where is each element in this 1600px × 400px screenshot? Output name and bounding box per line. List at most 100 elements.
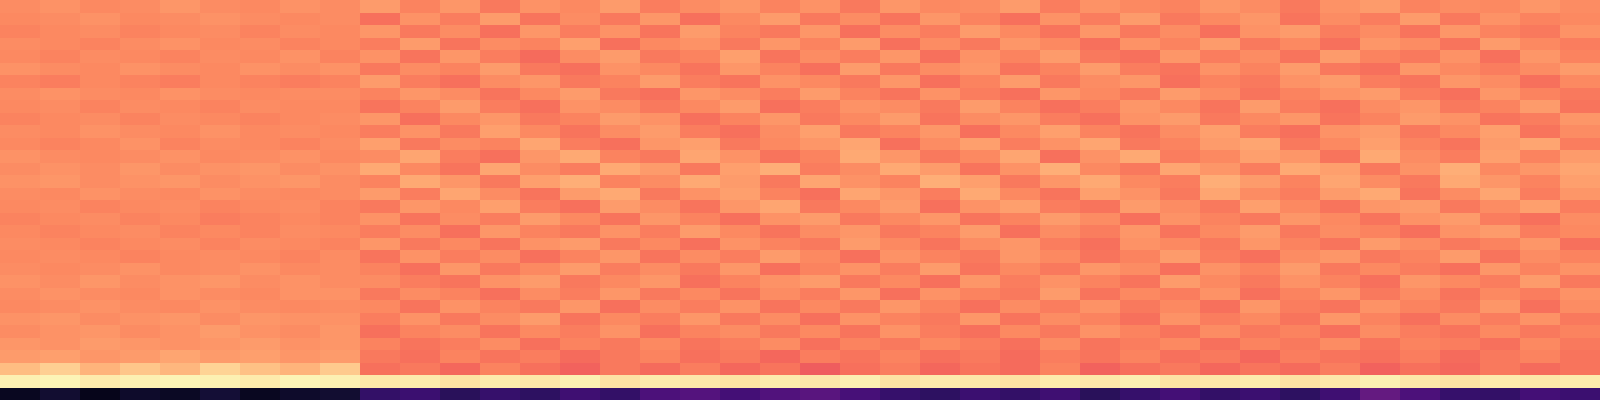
heatmap-cell (920, 163, 961, 176)
heatmap-cell (640, 275, 681, 288)
heatmap-cell (1360, 150, 1401, 163)
heatmap-cell (520, 188, 561, 201)
heatmap-cell (1400, 263, 1441, 276)
heatmap-cell (1400, 250, 1441, 263)
heatmap-cell (1440, 50, 1481, 63)
heatmap-cell (0, 138, 41, 151)
heatmap-cell (360, 338, 401, 351)
heatmap-cell (40, 150, 81, 163)
heatmap-cell (920, 325, 961, 338)
heatmap-cell (840, 163, 881, 176)
heatmap-cell (80, 113, 121, 126)
heatmap-cell (1080, 250, 1121, 263)
heatmap-cell (920, 350, 961, 363)
heatmap-cell (240, 13, 281, 26)
heatmap-cell (200, 375, 241, 388)
heatmap-cell (160, 138, 201, 151)
heatmap-cell (1320, 300, 1361, 313)
heatmap-cell (320, 213, 361, 226)
heatmap-cell (920, 200, 961, 213)
heatmap-cell (360, 375, 401, 388)
heatmap-cell (40, 375, 81, 388)
heatmap-cell (160, 75, 201, 88)
heatmap-cell (1000, 163, 1041, 176)
heatmap-cell (1040, 100, 1081, 113)
heatmap-cell (0, 388, 41, 400)
heatmap-cell (680, 238, 721, 251)
heatmap-cell (0, 375, 41, 388)
heatmap-cell (160, 188, 201, 201)
heatmap-cell (880, 363, 921, 376)
heatmap-cell (840, 138, 881, 151)
heatmap-cell (80, 0, 121, 13)
heatmap-cell (560, 238, 601, 251)
heatmap-cell (520, 38, 561, 51)
heatmap-cell (360, 50, 401, 63)
heatmap-cell (1560, 38, 1600, 51)
heatmap-cell (280, 300, 321, 313)
heatmap-cell (720, 363, 761, 376)
heatmap-cell (680, 288, 721, 301)
heatmap-cell (1080, 363, 1121, 376)
heatmap-cell (240, 75, 281, 88)
heatmap-cell (1400, 113, 1441, 126)
heatmap-cell (1440, 125, 1481, 138)
heatmap-cell (80, 50, 121, 63)
heatmap-cell (1280, 88, 1321, 101)
heatmap-cell (760, 300, 801, 313)
heatmap-cell (760, 25, 801, 38)
heatmap-cell (560, 363, 601, 376)
heatmap-cell (1360, 275, 1401, 288)
heatmap-cell (1560, 225, 1600, 238)
heatmap-cell (280, 0, 321, 13)
heatmap-cell (1200, 350, 1241, 363)
heatmap-cell (1120, 375, 1161, 388)
heatmap-cell (240, 375, 281, 388)
heatmap-cell (840, 50, 881, 63)
heatmap-cell (680, 63, 721, 76)
heatmap-cell (120, 150, 161, 163)
heatmap-cell (80, 263, 121, 276)
heatmap-cell (1280, 63, 1321, 76)
heatmap-cell (600, 138, 641, 151)
heatmap-cell (440, 25, 481, 38)
heatmap-cell (120, 225, 161, 238)
heatmap-cell (920, 363, 961, 376)
heatmap-cell (920, 75, 961, 88)
heatmap-cell (400, 388, 441, 400)
heatmap-cell (760, 200, 801, 213)
heatmap-cell (320, 338, 361, 351)
heatmap-cell (1520, 188, 1561, 201)
heatmap-cell (1160, 388, 1201, 400)
heatmap-cell (1240, 75, 1281, 88)
heatmap-cell (320, 88, 361, 101)
heatmap-cell (600, 325, 641, 338)
heatmap-cell (1280, 263, 1321, 276)
heatmap-cell (800, 138, 841, 151)
heatmap-cell (360, 0, 401, 13)
heatmap-cell (1000, 288, 1041, 301)
heatmap-cell (1520, 175, 1561, 188)
heatmap-cell (1240, 138, 1281, 151)
heatmap-cell (1360, 75, 1401, 88)
heatmap-cell (520, 375, 561, 388)
heatmap-cell (1440, 263, 1481, 276)
heatmap-cell (1560, 138, 1600, 151)
heatmap-cell (760, 325, 801, 338)
heatmap-cell (800, 375, 841, 388)
heatmap-cell (480, 288, 521, 301)
heatmap-cell (1480, 300, 1521, 313)
heatmap-cell (400, 88, 441, 101)
heatmap-cell (560, 150, 601, 163)
heatmap-cell (1120, 0, 1161, 13)
heatmap-cell (1480, 213, 1521, 226)
heatmap-cell (1000, 388, 1041, 400)
heatmap-cell (360, 38, 401, 51)
heatmap-cell (560, 138, 601, 151)
heatmap-cell (840, 388, 881, 400)
heatmap-cell (160, 63, 201, 76)
heatmap-cell (1400, 300, 1441, 313)
heatmap-cell (880, 263, 921, 276)
heatmap-cell (1560, 0, 1600, 13)
heatmap-cell (0, 200, 41, 213)
